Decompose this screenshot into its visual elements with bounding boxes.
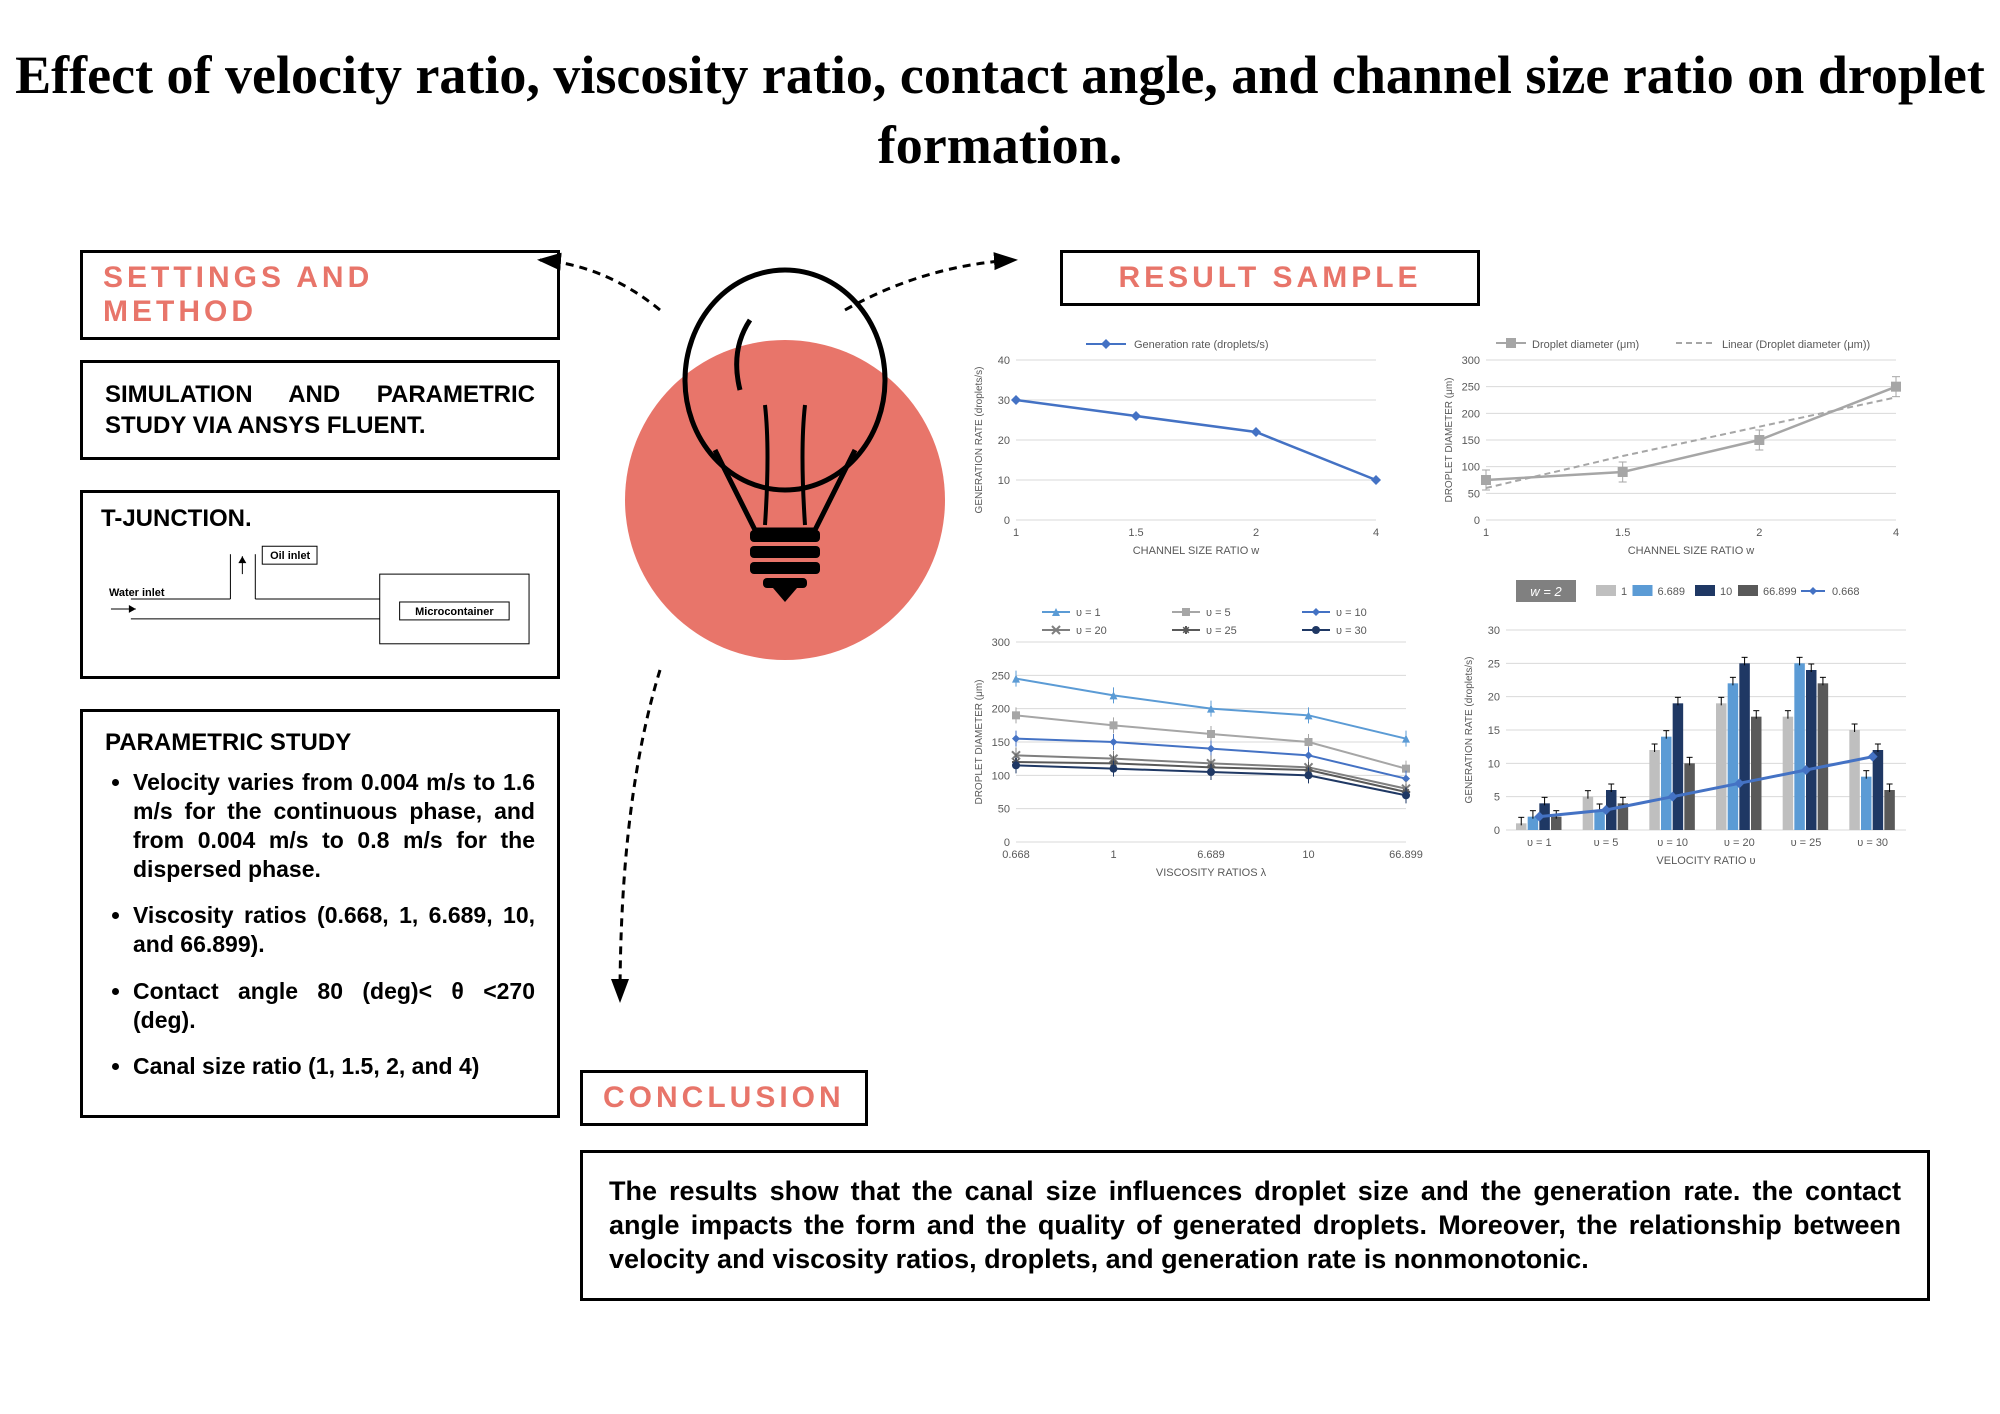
svg-text:υ = 10: υ = 10 <box>1336 607 1367 619</box>
svg-text:40: 40 <box>998 355 1010 367</box>
svg-text:VISCOSITY RATIOS λ: VISCOSITY RATIOS λ <box>1156 867 1267 879</box>
svg-text:150: 150 <box>992 737 1010 749</box>
svg-text:υ = 5: υ = 5 <box>1206 607 1231 619</box>
svg-text:υ = 25: υ = 25 <box>1206 625 1237 637</box>
parametric-box: PARAMETRIC STUDY Velocity varies from 0.… <box>80 709 560 1118</box>
svg-text:υ = 5: υ = 5 <box>1594 837 1619 849</box>
svg-text:5: 5 <box>1494 792 1500 804</box>
svg-text:Microcontainer: Microcontainer <box>415 606 494 618</box>
svg-text:66.899: 66.899 <box>1389 849 1423 861</box>
svg-text:0: 0 <box>1004 837 1010 849</box>
svg-text:Droplet diameter (μm): Droplet diameter (μm) <box>1532 339 1639 351</box>
svg-text:1: 1 <box>1013 527 1019 539</box>
svg-text:υ = 30: υ = 30 <box>1336 625 1367 637</box>
svg-text:0.668: 0.668 <box>1832 586 1860 598</box>
page-title: Effect of velocity ratio, viscosity rati… <box>0 40 2000 180</box>
svg-text:υ = 30: υ = 30 <box>1857 837 1888 849</box>
charts-area: 01020304011.524CHANNEL SIZE RATIO wGENER… <box>960 330 1940 890</box>
svg-text:υ = 20: υ = 20 <box>1724 837 1755 849</box>
svg-text:2: 2 <box>1756 527 1762 539</box>
tjunction-diagram: Oil inlet Water inlet Microcontainer <box>101 539 539 659</box>
param-item: Viscosity ratios (0.668, 1, 6.689, 10, a… <box>133 901 535 959</box>
svg-text:GENERATION RATE (droplets/s): GENERATION RATE (droplets/s) <box>974 367 985 514</box>
svg-text:0: 0 <box>1474 515 1480 527</box>
svg-text:300: 300 <box>992 637 1010 649</box>
left-column: SETTINGS AND METHOD SIMULATION AND PARAM… <box>80 250 560 1118</box>
svg-text:100: 100 <box>992 770 1010 782</box>
chart-generation-vs-velocity: w = 2 1 6.689 10 66.899 0.668 0 5 10 15 20 25 30 υ = … <box>1450 580 1940 900</box>
svg-text:2: 2 <box>1253 527 1259 539</box>
svg-text:250: 250 <box>992 670 1010 682</box>
svg-text:200: 200 <box>1462 408 1480 420</box>
svg-text:1: 1 <box>1483 527 1489 539</box>
param-item: Contact angle 80 (deg)< θ <270 (deg). <box>133 977 535 1035</box>
chart-diameter-vs-viscosity: υ = 1υ = 5υ = 10υ = 20υ = 25υ = 30050100… <box>960 600 1440 900</box>
conclusion-header: CONCLUSION <box>580 1070 868 1126</box>
settings-header: SETTINGS AND METHOD <box>80 250 560 340</box>
svg-text:4: 4 <box>1373 527 1379 539</box>
conclusion-box: The results show that the canal size inf… <box>580 1150 1930 1301</box>
svg-text:Linear (Droplet diameter (μm)): Linear (Droplet diameter (μm)) <box>1722 339 1870 351</box>
svg-text:20: 20 <box>998 435 1010 447</box>
svg-text:300: 300 <box>1462 355 1480 367</box>
svg-text:VELOCITY RATIO υ: VELOCITY RATIO υ <box>1656 855 1755 867</box>
chart-diameter-vs-channelsize: 0 50 100 150 200 250 300 1 1.5 2 4 CHANNEL SIZE RAT… <box>1430 330 1930 580</box>
svg-text:6.689: 6.689 <box>1658 586 1686 598</box>
svg-text:0: 0 <box>1004 515 1010 527</box>
svg-text:Water inlet: Water inlet <box>109 587 165 599</box>
svg-text:10: 10 <box>1720 586 1732 598</box>
svg-text:υ = 1: υ = 1 <box>1527 837 1552 849</box>
svg-text:1: 1 <box>1110 849 1116 861</box>
svg-text:0: 0 <box>1494 825 1500 837</box>
svg-text:GENERATION RATE (droplets/s): GENERATION RATE (droplets/s) <box>1464 657 1475 804</box>
tjunction-box: T-JUNCTION. Oil inlet Water inlet Microc… <box>80 490 560 679</box>
svg-text:DROPLET DIAMETER (μm): DROPLET DIAMETER (μm) <box>974 679 985 804</box>
svg-text:0.668: 0.668 <box>1002 849 1030 861</box>
svg-text:CHANNEL SIZE RATIO w: CHANNEL SIZE RATIO w <box>1628 545 1755 557</box>
svg-text:200: 200 <box>992 704 1010 716</box>
svg-text:1.5: 1.5 <box>1128 527 1143 539</box>
param-item: Velocity varies from 0.004 m/s to 1.6 m/… <box>133 768 535 883</box>
svg-text:10: 10 <box>1302 849 1314 861</box>
svg-text:6.689: 6.689 <box>1197 849 1225 861</box>
svg-text:150: 150 <box>1462 435 1480 447</box>
svg-text:250: 250 <box>1462 382 1480 394</box>
svg-text:66.899: 66.899 <box>1763 586 1797 598</box>
svg-text:CHANNEL SIZE RATIO w: CHANNEL SIZE RATIO w <box>1133 545 1260 557</box>
parametric-title: PARAMETRIC STUDY <box>105 728 535 758</box>
tjunction-title: T-JUNCTION. <box>101 505 539 533</box>
svg-text:15: 15 <box>1488 725 1500 737</box>
svg-text:1.5: 1.5 <box>1615 527 1630 539</box>
svg-text:υ = 1: υ = 1 <box>1076 607 1101 619</box>
svg-text:1: 1 <box>1621 586 1627 598</box>
svg-text:υ = 20: υ = 20 <box>1076 625 1107 637</box>
svg-text:30: 30 <box>1488 625 1500 637</box>
svg-text:50: 50 <box>1468 488 1480 500</box>
svg-text:w = 2: w = 2 <box>1530 584 1562 599</box>
svg-text:25: 25 <box>1488 658 1500 670</box>
simulation-box: SIMULATION AND PARAMETRIC STUDY VIA ANSY… <box>80 360 560 460</box>
svg-text:20: 20 <box>1488 692 1500 704</box>
svg-text:100: 100 <box>1462 462 1480 474</box>
chart-generation-vs-channelsize: 0 10 20 30 40 1 1.5 2 4 CHANNEL SIZE RATIO w GENER… <box>960 330 1410 580</box>
result-header: RESULT SAMPLE <box>1060 250 1480 306</box>
svg-text:υ = 10: υ = 10 <box>1657 837 1688 849</box>
svg-text:υ = 25: υ = 25 <box>1791 837 1822 849</box>
svg-text:30: 30 <box>998 395 1010 407</box>
bulb-area <box>565 260 985 760</box>
svg-text:4: 4 <box>1893 527 1899 539</box>
svg-text:50: 50 <box>998 804 1010 816</box>
param-item: Canal size ratio (1, 1.5, 2, and 4) <box>133 1052 535 1081</box>
svg-text:Oil inlet: Oil inlet <box>270 551 310 563</box>
svg-text:10: 10 <box>998 475 1010 487</box>
svg-text:DROPLET DIAMETER (μm): DROPLET DIAMETER (μm) <box>1444 377 1455 502</box>
svg-text:Generation rate (droplets/s): Generation rate (droplets/s) <box>1134 339 1269 351</box>
svg-text:10: 10 <box>1488 758 1500 770</box>
